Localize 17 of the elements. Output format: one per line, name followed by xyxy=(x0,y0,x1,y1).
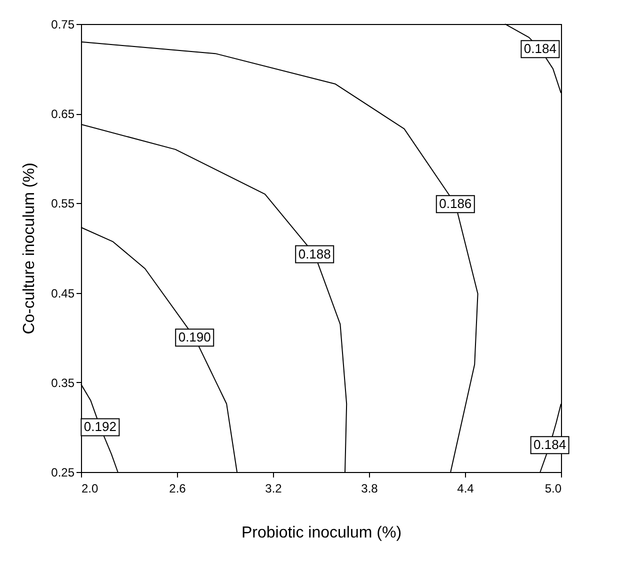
x-axis-title: Probiotic inoculum (%) xyxy=(241,524,402,542)
y-tick-label: 0.65 xyxy=(51,107,75,122)
y-axis-title: Co-culture inoculum (%) xyxy=(21,162,38,334)
x-tick-label: 2.6 xyxy=(169,482,186,496)
line-series xyxy=(80,124,348,472)
x-tick-label: 5.0 xyxy=(544,482,562,496)
y-tick-label: 0.35 xyxy=(51,376,75,390)
x-tick-label: 3.8 xyxy=(361,482,378,496)
line-series xyxy=(80,41,478,472)
y-tick-label: 0.45 xyxy=(51,286,75,300)
x-tick-label: 4.4 xyxy=(457,482,474,496)
y-tick-label: 0.55 xyxy=(51,196,75,211)
line-series xyxy=(80,226,238,472)
x-tick-label: 2.0 xyxy=(82,482,99,496)
y-tick-label: 0.25 xyxy=(51,466,75,480)
y-tick-label: 0.75 xyxy=(51,18,75,32)
x-tick-label: 3.2 xyxy=(265,482,282,496)
